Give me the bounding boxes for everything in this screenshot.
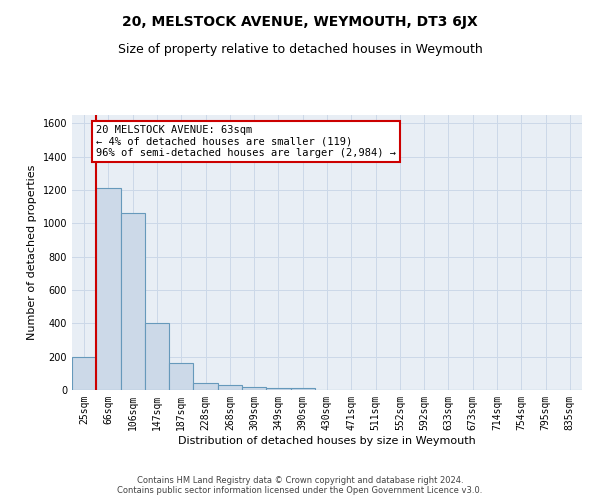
Text: 20 MELSTOCK AVENUE: 63sqm
← 4% of detached houses are smaller (119)
96% of semi-: 20 MELSTOCK AVENUE: 63sqm ← 4% of detach… (96, 125, 396, 158)
Text: 20, MELSTOCK AVENUE, WEYMOUTH, DT3 6JX: 20, MELSTOCK AVENUE, WEYMOUTH, DT3 6JX (122, 15, 478, 29)
Bar (96, 188, 121, 390)
Bar (145, 322, 169, 390)
Bar (169, 364, 193, 390)
Bar (72, 356, 96, 390)
Bar (266, 388, 290, 390)
X-axis label: Distribution of detached houses by size in Weymouth: Distribution of detached houses by size … (178, 436, 476, 446)
Bar (242, 387, 266, 390)
Bar (218, 386, 242, 390)
Bar (193, 382, 218, 390)
Text: Contains HM Land Registry data © Crown copyright and database right 2024.
Contai: Contains HM Land Registry data © Crown c… (118, 476, 482, 495)
Text: Size of property relative to detached houses in Weymouth: Size of property relative to detached ho… (118, 42, 482, 56)
Bar (121, 212, 145, 390)
Bar (290, 388, 315, 390)
Y-axis label: Number of detached properties: Number of detached properties (27, 165, 37, 340)
